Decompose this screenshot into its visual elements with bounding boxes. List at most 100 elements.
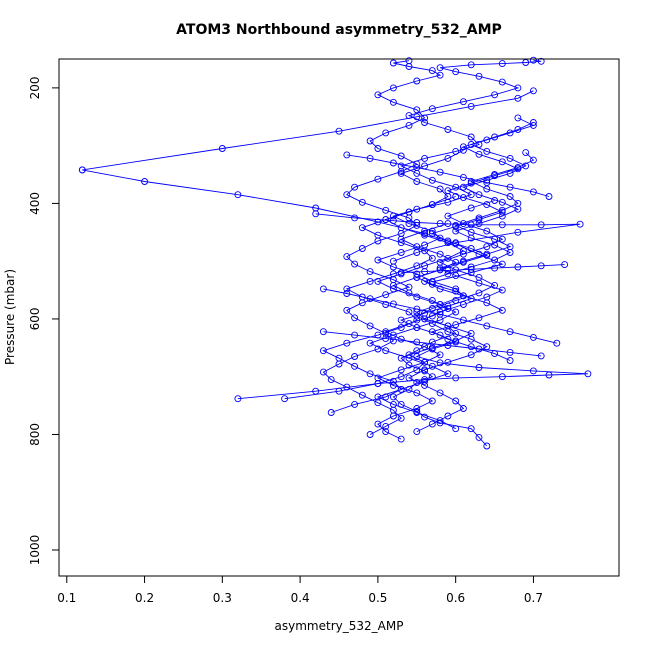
data-point [397, 435, 405, 443]
data-point [444, 358, 452, 366]
data-point [389, 285, 397, 293]
data-point [483, 176, 491, 184]
data-point [389, 98, 397, 106]
series-12 [343, 151, 553, 200]
data-point [498, 60, 506, 68]
data-point [319, 328, 327, 336]
data-point [467, 425, 475, 433]
data-point [483, 147, 491, 155]
data-point [475, 273, 483, 281]
data-point [428, 312, 436, 320]
data-point [413, 178, 421, 185]
data-point [452, 374, 460, 382]
data-point [397, 249, 405, 256]
data-point [537, 221, 545, 229]
data-point [475, 220, 483, 228]
data-point [459, 258, 467, 266]
data-point [506, 348, 514, 356]
data-point [444, 412, 452, 420]
y-tick-label: 200 [28, 76, 42, 99]
data-point [421, 154, 429, 162]
data-point [491, 172, 499, 180]
data-point [413, 428, 421, 436]
data-point [327, 409, 335, 416]
data-point [498, 212, 506, 220]
data-point [421, 277, 429, 285]
data-point [436, 250, 444, 258]
data-point [397, 239, 405, 247]
data-point [467, 61, 475, 69]
data-point [436, 285, 444, 293]
data-point [382, 291, 390, 299]
data-point [576, 220, 584, 228]
data-point [78, 166, 86, 174]
data-point [389, 377, 397, 385]
data-point [436, 389, 444, 397]
data-point [374, 256, 382, 264]
data-point [405, 121, 413, 129]
data-point [382, 328, 390, 336]
data-point [428, 297, 436, 304]
data-point [444, 154, 452, 162]
data-point [459, 292, 467, 300]
data-point [343, 285, 351, 293]
data-point [459, 194, 467, 202]
data-point [421, 381, 429, 389]
data-point [389, 84, 397, 92]
x-axis: 0.1 0.2 0.3 0.4 0.5 0.6 0.7 [57, 575, 543, 605]
data-point [475, 216, 483, 224]
data-point [436, 301, 444, 308]
series-8 [405, 197, 506, 436]
data-point [358, 391, 366, 399]
data-point [444, 266, 452, 274]
data-point [343, 191, 351, 199]
data-point [452, 239, 460, 247]
series-14 [319, 328, 545, 360]
data-point [428, 397, 436, 405]
data-point [506, 249, 514, 256]
data-point [452, 297, 460, 304]
data-point [483, 442, 491, 450]
data-point [467, 133, 475, 141]
data-point [444, 370, 452, 378]
data-point [545, 371, 553, 379]
data-point [413, 106, 421, 114]
data-point [413, 409, 421, 416]
data-point [421, 268, 429, 276]
data-point [413, 164, 421, 172]
data-point [452, 68, 460, 76]
data-point [319, 347, 327, 355]
data-point [358, 293, 366, 301]
series-line [82, 90, 534, 171]
data-point [452, 425, 460, 433]
data-point [281, 395, 289, 403]
data-point [506, 154, 514, 162]
data-point [483, 243, 491, 251]
data-point [522, 162, 530, 170]
data-point [428, 176, 436, 184]
data-point [413, 338, 421, 346]
data-point [452, 227, 460, 235]
data-point [475, 72, 483, 80]
series-line [423, 122, 534, 361]
data-point [459, 316, 467, 324]
data-point [366, 322, 374, 330]
data-point [397, 385, 405, 393]
data-point [436, 417, 444, 425]
data-point [397, 414, 405, 422]
x-tick-label: 0.3 [213, 591, 232, 605]
data-point [397, 235, 405, 243]
data-point [343, 290, 351, 297]
data-point [366, 277, 374, 285]
series-line [401, 264, 565, 274]
data-point [413, 366, 421, 374]
data-point [537, 352, 545, 360]
data-point [343, 306, 351, 314]
data-point [413, 219, 421, 226]
data-point [428, 328, 436, 336]
data-point [366, 339, 374, 347]
data-point [351, 362, 359, 370]
data-point [444, 342, 452, 349]
data-point [366, 431, 374, 438]
